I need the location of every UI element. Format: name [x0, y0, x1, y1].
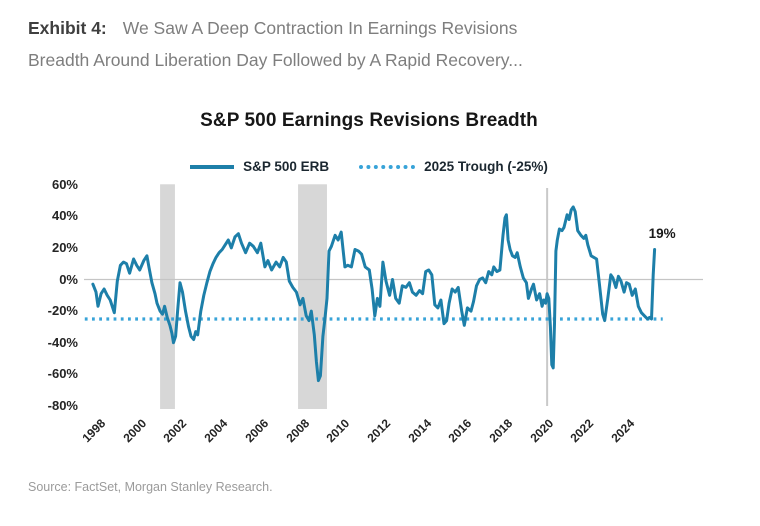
chart-title: S&P 500 Earnings Revisions Breadth: [200, 110, 538, 131]
exhibit-caption-line1: We Saw A Deep Contraction In Earnings Re…: [122, 18, 518, 38]
y-tick-label: -40%: [47, 334, 78, 350]
trough-line-swatch: [359, 164, 416, 169]
exhibit-caption-line2: Breadth Around Liberation Day Followed b…: [28, 50, 523, 70]
legend-item-trough: 2025 Trough (-25%): [359, 159, 548, 174]
chart-legend: S&P 500 ERB 2025 Trough (-25%): [0, 159, 738, 174]
legend-label-trough: 2025 Trough (-25%): [424, 159, 548, 174]
source-note: Source: FactSet, Morgan Stanley Research…: [28, 480, 273, 494]
legend-item-erb: S&P 500 ERB: [190, 159, 329, 174]
y-tick-label: 20%: [51, 239, 78, 255]
recession-band: [298, 184, 327, 409]
erb-line-swatch: [190, 164, 235, 169]
y-tick-label: -60%: [47, 366, 78, 382]
y-tick-label: 0%: [59, 271, 78, 287]
recession-band: [160, 184, 175, 409]
y-tick-label: 40%: [51, 208, 78, 224]
series-end-value-label: 19%: [648, 226, 676, 242]
exhibit-label: Exhibit 4:: [28, 18, 107, 38]
legend-label-erb: S&P 500 ERB: [243, 159, 330, 174]
y-tick-label: -20%: [47, 303, 78, 319]
erb-series-line: [91, 205, 657, 383]
exhibit-caption: Exhibit 4: We Saw A Deep Contraction In E…: [28, 12, 718, 76]
y-tick-label: -80%: [47, 397, 78, 413]
exhibit-number: Exhibit 4:: [28, 18, 107, 38]
y-tick-label: 60%: [51, 176, 78, 192]
